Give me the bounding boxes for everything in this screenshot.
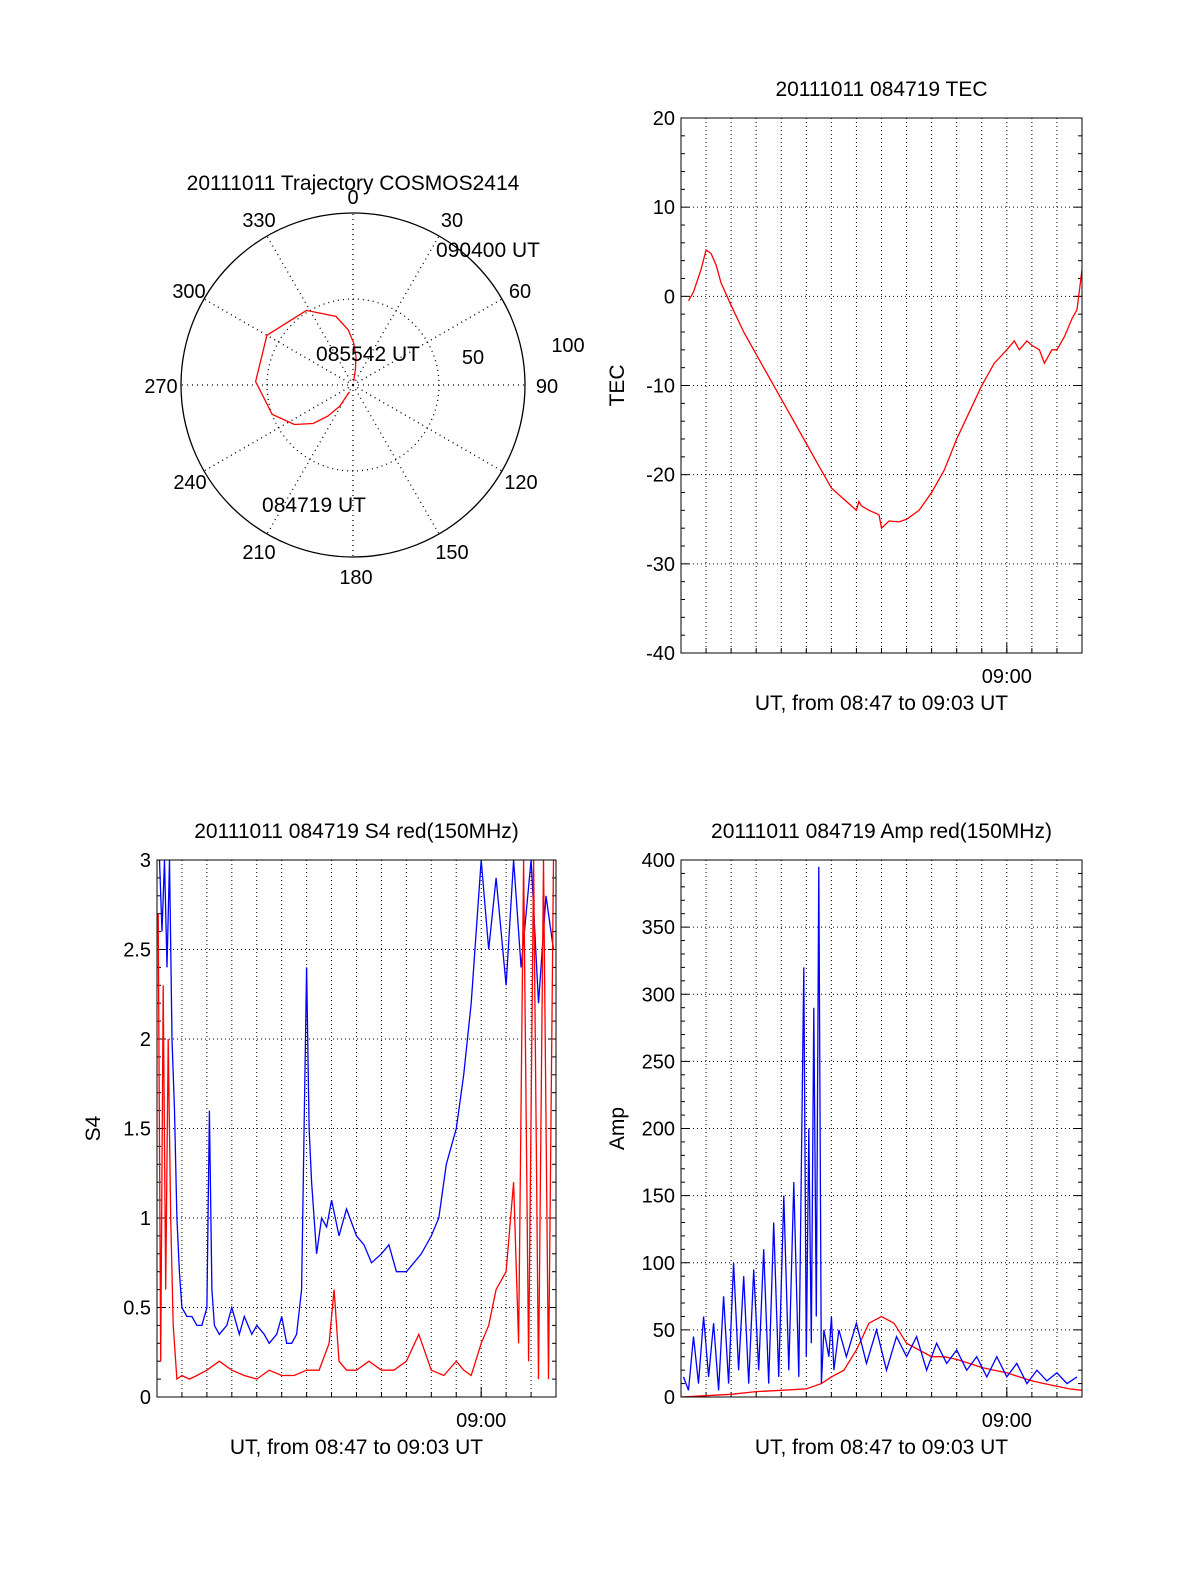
series-line-red bbox=[687, 248, 1082, 530]
radius-label: 100 bbox=[551, 335, 584, 357]
angle-label: 90 bbox=[536, 376, 558, 398]
series-line-red bbox=[157, 860, 555, 1381]
y-tick-label: -30 bbox=[646, 554, 675, 576]
radius-label: 50 bbox=[462, 347, 484, 369]
y-tick-label: -40 bbox=[646, 643, 675, 665]
polar-spoke bbox=[352, 235, 440, 386]
polar-spoke bbox=[203, 384, 354, 472]
series-line-red bbox=[681, 1315, 1082, 1397]
y-tick-label: 3 bbox=[140, 850, 151, 872]
angle-label: 240 bbox=[173, 472, 206, 494]
y-tick-label: 1 bbox=[140, 1208, 151, 1230]
polar-spoke bbox=[352, 384, 503, 472]
angle-label: 270 bbox=[144, 376, 177, 398]
angle-label: 30 bbox=[441, 210, 463, 232]
point-label-mid: 085542 UT bbox=[316, 343, 420, 366]
angle-label: 120 bbox=[504, 472, 537, 494]
y-tick-label: 0.5 bbox=[123, 1298, 151, 1320]
y-tick-label: 300 bbox=[642, 984, 675, 1006]
angle-label: 300 bbox=[172, 281, 205, 303]
y-tick-label: 0 bbox=[664, 1387, 675, 1409]
y-tick-label: 350 bbox=[642, 917, 675, 939]
trajectory-line bbox=[254, 309, 357, 426]
angle-label: 210 bbox=[242, 542, 275, 564]
y-axis-label: S4 bbox=[82, 1115, 105, 1141]
y-tick-label: 50 bbox=[653, 1320, 675, 1342]
point-label-start: 084719 UT bbox=[262, 494, 366, 517]
y-tick-label: 2 bbox=[140, 1029, 151, 1051]
polar-spoke bbox=[352, 384, 440, 535]
y-tick-label: 20 bbox=[653, 108, 675, 130]
chart-title: 20111011 084719 S4 red(150MHz) bbox=[194, 820, 519, 843]
angle-label: 60 bbox=[509, 281, 531, 303]
x-axis-label: UT, from 08:47 to 09:03 UT bbox=[755, 692, 1008, 715]
x-tick-label: 09:00 bbox=[456, 1410, 506, 1432]
polar-spoke bbox=[266, 384, 354, 535]
angle-label: 0 bbox=[347, 187, 358, 209]
polar-spoke bbox=[352, 298, 503, 386]
series-line-blue bbox=[158, 860, 555, 1345]
plot-frame bbox=[680, 117, 1083, 654]
y-tick-label: 250 bbox=[642, 1051, 675, 1073]
angle-label: 330 bbox=[242, 210, 275, 232]
chart-title: 20111011 Trajectory COSMOS2414 bbox=[187, 172, 520, 195]
x-axis-label: UT, from 08:47 to 09:03 UT bbox=[755, 1436, 1008, 1459]
x-axis-label: UT, from 08:47 to 09:03 UT bbox=[230, 1436, 483, 1459]
y-tick-label: -10 bbox=[646, 376, 675, 398]
y-tick-label: 100 bbox=[642, 1253, 675, 1275]
y-tick-label: 2.5 bbox=[123, 940, 151, 962]
angle-label: 180 bbox=[339, 567, 372, 589]
angle-label: 150 bbox=[435, 542, 468, 564]
plot-frame bbox=[156, 859, 557, 1398]
x-tick-label: 09:00 bbox=[982, 666, 1032, 688]
polar-outer-circle bbox=[180, 212, 526, 558]
chart-title: 20111011 084719 Amp red(150MHz) bbox=[711, 820, 1052, 843]
series-line-blue bbox=[682, 866, 1078, 1391]
y-axis-label: Amp bbox=[606, 1107, 629, 1150]
chart-tec: 20 10 0 -10 -20 -30 -40 09:00 20111011 084719 TE… bbox=[606, 78, 1083, 715]
y-tick-label: 150 bbox=[642, 1186, 675, 1208]
chart-trajectory: 0 30 60 90 120 150 180 210 240 270 300 330 50 100 0904… bbox=[144, 172, 584, 589]
y-axis-label: TEC bbox=[606, 365, 629, 407]
y-tick-label: 1.5 bbox=[123, 1119, 151, 1141]
x-tick-label: 09:00 bbox=[982, 1410, 1032, 1432]
point-label-end: 090400 UT bbox=[436, 239, 540, 262]
y-tick-label: 10 bbox=[653, 197, 675, 219]
polar-spoke bbox=[203, 298, 354, 386]
y-tick-label: -20 bbox=[646, 465, 675, 487]
chart-amp: 400 350 300 250 200 150 100 50 0 09:00 20111011 08… bbox=[606, 820, 1083, 1459]
chart-s4: 3 2.5 2 1.5 1 0.5 0 09:00 20111011 084719 S4 red… bbox=[82, 820, 557, 1459]
chart-title: 20111011 084719 TEC bbox=[775, 78, 987, 101]
y-tick-label: 0 bbox=[664, 286, 675, 308]
y-tick-label: 0 bbox=[140, 1387, 151, 1409]
y-tick-label: 200 bbox=[642, 1119, 675, 1141]
plot-frame bbox=[680, 859, 1083, 1398]
y-tick-label: 400 bbox=[642, 850, 675, 872]
